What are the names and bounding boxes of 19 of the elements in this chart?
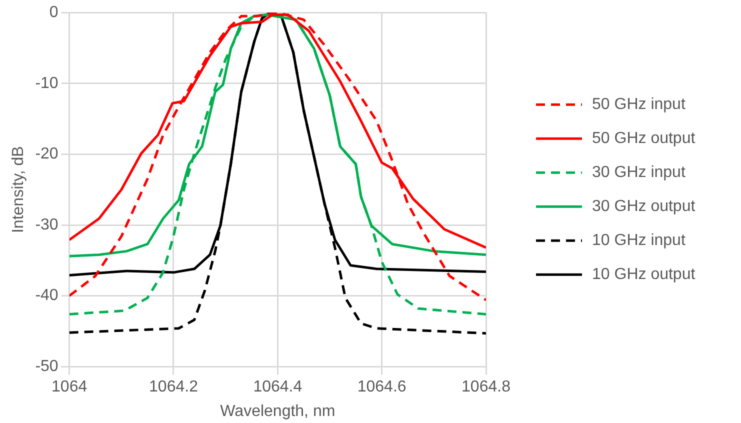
y-tick-label: 0 (49, 4, 58, 22)
legend-label: 30 GHz output (592, 198, 696, 216)
x-tick-label: 1064.2 (149, 378, 198, 396)
y-tick-label: -50 (35, 358, 58, 376)
legend-label: 50 GHz input (592, 96, 686, 114)
x-tick-label: 1064 (52, 378, 88, 396)
legend-label: 10 GHz input (592, 232, 686, 250)
y-tick-label: -40 (35, 287, 58, 304)
x-tick-label: 1064.8 (462, 378, 511, 396)
legend-label: 50 GHz output (592, 130, 696, 148)
x-axis-title: Wavelength, nm (220, 402, 336, 420)
x-tick-label: 1064.4 (253, 378, 302, 396)
y-tick-label: -20 (35, 146, 58, 163)
y-tick-label: -30 (35, 216, 58, 234)
x-tick-label: 1064.6 (357, 378, 406, 396)
legend-label: 10 GHz output (592, 266, 696, 284)
y-tick-label: -10 (35, 74, 58, 92)
y-axis-title: Intensity, dB (10, 146, 28, 234)
legend-label: 30 GHz input (592, 164, 686, 182)
